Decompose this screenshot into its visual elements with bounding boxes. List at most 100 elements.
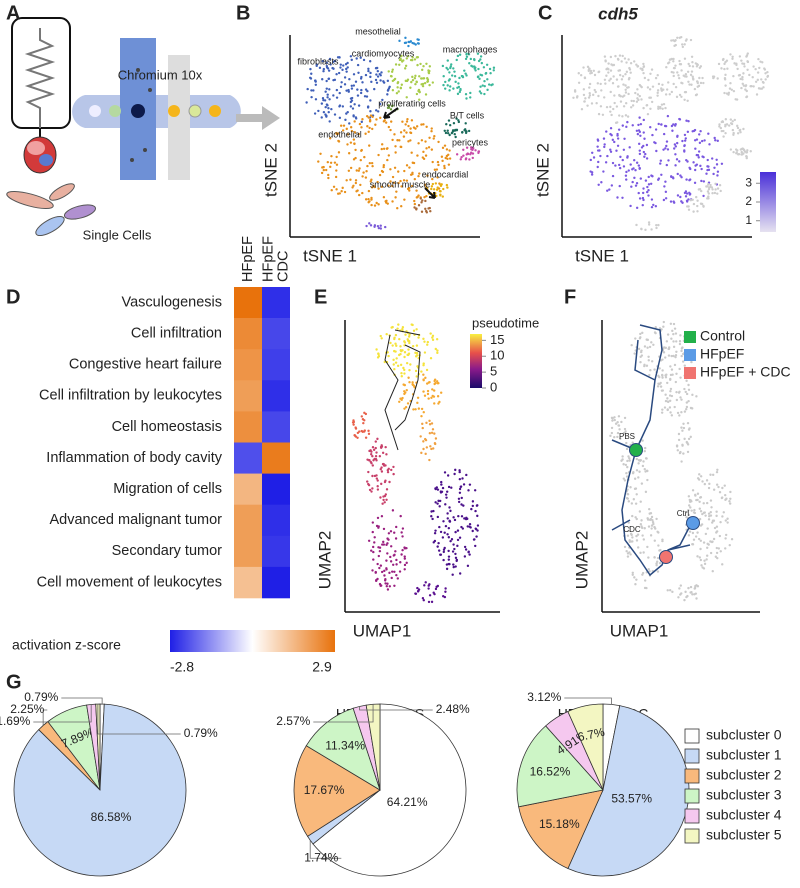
cell-point <box>419 435 422 438</box>
cell-point <box>586 65 590 69</box>
cell-point <box>389 128 392 132</box>
cell-point <box>631 180 634 184</box>
cell-point <box>434 587 438 591</box>
pie-value-label: 2.57% <box>276 714 310 728</box>
cell-point <box>739 148 743 151</box>
cell-point <box>393 553 396 557</box>
cell-point <box>403 355 406 359</box>
cell-point <box>609 90 612 94</box>
pie-value-label: 15.18% <box>539 817 580 831</box>
cell-point <box>423 195 426 199</box>
cell-point <box>423 340 426 343</box>
cell-point <box>435 168 439 171</box>
cell-point <box>673 147 676 150</box>
cell-point <box>403 169 406 173</box>
cell-point <box>408 341 411 345</box>
cell-point <box>662 102 666 106</box>
cell-point <box>387 184 390 187</box>
cell-point <box>355 169 358 172</box>
cell-point <box>691 531 695 535</box>
cell-point <box>366 125 369 128</box>
cell-point <box>329 137 332 140</box>
cell-point <box>489 72 492 75</box>
cluster-label: endocardial <box>422 169 469 179</box>
cell-point <box>427 207 430 210</box>
cell-point <box>646 190 649 194</box>
cell-point <box>448 124 452 127</box>
cell-point <box>423 584 426 587</box>
cell-point <box>687 586 690 590</box>
cell-point <box>352 138 356 141</box>
cell-point <box>332 185 336 188</box>
cell-point <box>759 60 762 63</box>
cell-point <box>635 206 639 210</box>
cell-point <box>455 117 458 120</box>
colorbar-tick-label: 15 <box>490 332 504 347</box>
cell-point <box>441 64 445 68</box>
cell-point <box>450 486 453 489</box>
cell-point <box>689 506 692 509</box>
cell-point <box>422 390 425 393</box>
cell-point <box>401 396 404 400</box>
cell-point <box>727 91 731 95</box>
cell-point <box>376 437 379 441</box>
cell-point <box>618 184 621 188</box>
cell-point <box>377 153 380 157</box>
cell-point <box>745 95 749 98</box>
cell-point <box>383 574 386 577</box>
heatmap-cell <box>262 318 290 350</box>
cell-point <box>396 577 399 580</box>
cell-point <box>650 527 653 530</box>
cell-point <box>345 179 348 182</box>
cell-point <box>735 98 739 101</box>
cell-point <box>683 598 686 602</box>
cell-point <box>640 227 643 231</box>
cell-point <box>746 60 749 63</box>
cell-point <box>687 62 690 66</box>
cell-point <box>652 203 655 207</box>
cell-point <box>380 185 384 188</box>
cell-point <box>400 60 404 63</box>
cell-point <box>699 129 702 133</box>
legend-label: subcluster 3 <box>706 787 782 803</box>
cell-point <box>713 526 717 530</box>
cell-point <box>431 160 434 164</box>
cell-point <box>623 416 627 420</box>
cell-point <box>403 555 406 558</box>
cell-point <box>446 474 450 477</box>
cell-point <box>717 485 720 489</box>
cell-point <box>647 556 650 559</box>
cell-point <box>425 194 428 198</box>
cell-point <box>678 117 681 121</box>
cell-point <box>705 479 709 482</box>
cell-point <box>625 472 628 475</box>
cell-point <box>678 340 682 343</box>
cell-point <box>642 460 645 463</box>
cell-point <box>391 89 395 92</box>
cell-point <box>453 132 456 136</box>
cell-point <box>675 340 678 343</box>
cell-point <box>421 82 425 86</box>
cell-point <box>606 189 609 192</box>
cell-point <box>731 128 735 132</box>
cell-point <box>434 347 437 351</box>
cell-point <box>582 88 586 91</box>
panel-label: B <box>236 2 250 24</box>
cell-point <box>633 176 636 180</box>
cell-point <box>687 508 690 512</box>
cell-point <box>635 161 639 164</box>
cell-point <box>366 164 369 168</box>
cell-point <box>393 584 396 587</box>
cell-point <box>448 133 451 137</box>
cell-point <box>420 414 423 418</box>
cell-point <box>686 450 690 454</box>
cell-point <box>622 477 625 480</box>
cell-point <box>448 149 451 152</box>
cell-point <box>684 73 688 76</box>
cell-point <box>349 105 353 108</box>
cell-point <box>401 120 404 123</box>
cell-point <box>760 78 763 81</box>
cell-point <box>616 137 620 140</box>
cell-point <box>432 137 435 140</box>
cell-point <box>440 183 443 186</box>
